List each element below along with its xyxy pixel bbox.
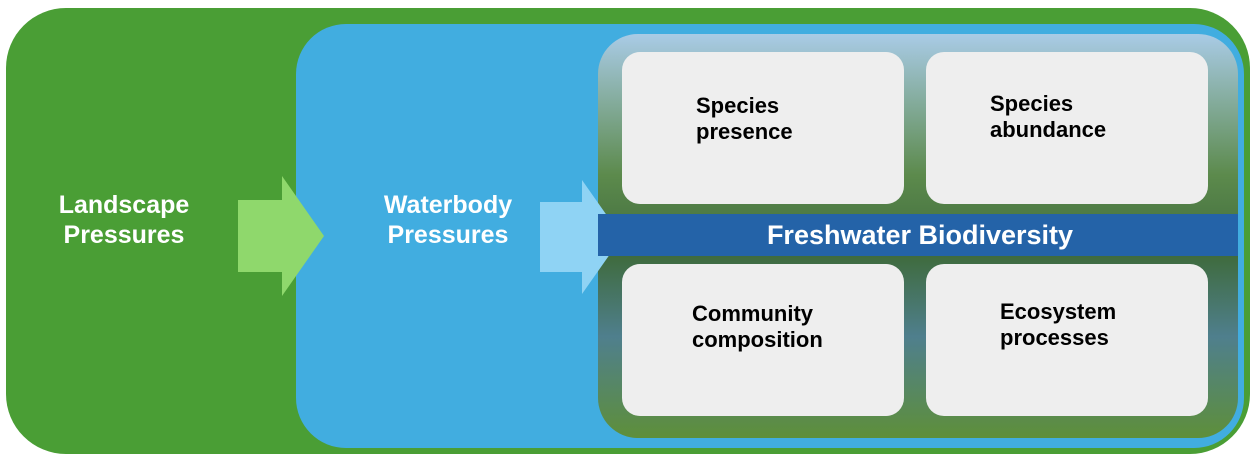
box: [622, 264, 904, 416]
box: [926, 264, 1208, 416]
label-line: presence: [696, 119, 793, 144]
box-label: Species abundance: [990, 91, 1106, 142]
arrow: [540, 180, 622, 294]
label-line: Landscape: [59, 191, 190, 219]
outer-label: Landscape Pressures: [59, 191, 190, 249]
label-line: Community: [692, 301, 814, 326]
label-line: Waterbody: [384, 191, 512, 219]
arrow: [238, 176, 324, 296]
label-line: Species: [990, 91, 1073, 116]
box-label: Community composition: [692, 301, 823, 352]
box: [622, 52, 904, 204]
box-label: Species presence: [696, 93, 793, 144]
label-line: Species: [696, 93, 779, 118]
label-line: processes: [1000, 325, 1109, 350]
box-label: Ecosystem processes: [1000, 299, 1116, 350]
label-line: abundance: [990, 117, 1106, 142]
band-label: Freshwater Biodiversity: [767, 220, 1073, 250]
label-line: Pressures: [388, 221, 509, 249]
label-line: composition: [692, 327, 823, 352]
band: [598, 214, 1238, 256]
label-line: Pressures: [64, 221, 185, 249]
box: [926, 52, 1208, 204]
label-line: Ecosystem: [1000, 299, 1116, 324]
middle-label: Waterbody Pressures: [384, 191, 512, 249]
